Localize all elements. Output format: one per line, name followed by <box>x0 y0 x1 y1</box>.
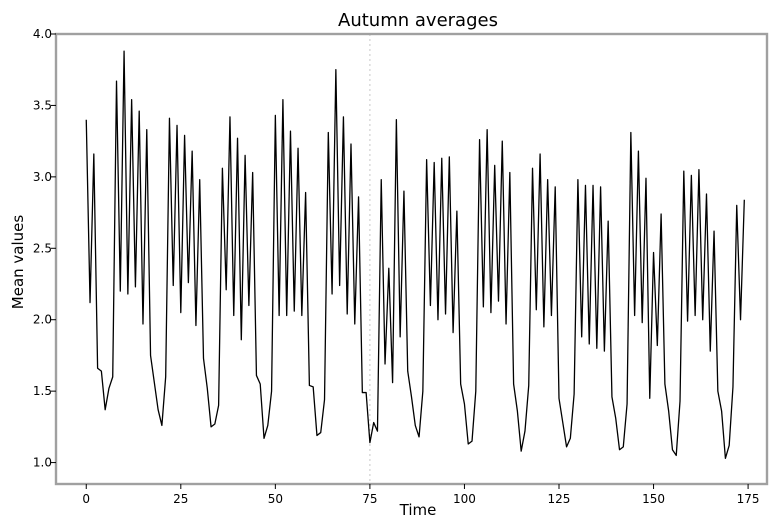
x-tick-label: 150 <box>642 492 665 506</box>
y-tick-label: 4.0 <box>33 27 52 41</box>
x-axis: 0 25 50 75 100 125 150 175 <box>82 484 760 506</box>
x-tick-label: 175 <box>737 492 760 506</box>
x-tick-label: 0 <box>82 492 90 506</box>
plot-frame <box>54 32 769 486</box>
x-axis-label: Time <box>399 501 437 519</box>
x-tick-label: 25 <box>173 492 188 506</box>
x-tick-label: 125 <box>548 492 571 506</box>
y-axis: 1.0 1.5 2.0 2.5 3.0 3.5 4.0 <box>33 27 56 470</box>
y-tick-label: 3.0 <box>33 170 52 184</box>
chart-title: Autumn averages <box>338 10 498 31</box>
y-tick-label: 1.5 <box>33 384 52 398</box>
x-tick-label: 100 <box>453 492 476 506</box>
y-tick-label: 2.5 <box>33 241 52 255</box>
y-tick-label: 2.0 <box>33 313 52 327</box>
y-axis-label: Mean values <box>9 215 27 310</box>
x-tick-label: 50 <box>268 492 283 506</box>
x-tick-label: 75 <box>362 492 377 506</box>
y-tick-label: 1.0 <box>33 456 52 470</box>
plot-area: 0 25 50 75 100 125 150 175 1.0 1.5 2.0 2.5 3.0 3.5 4.… <box>33 27 769 506</box>
series-line <box>85 50 745 459</box>
y-tick-label: 3.5 <box>33 98 52 112</box>
